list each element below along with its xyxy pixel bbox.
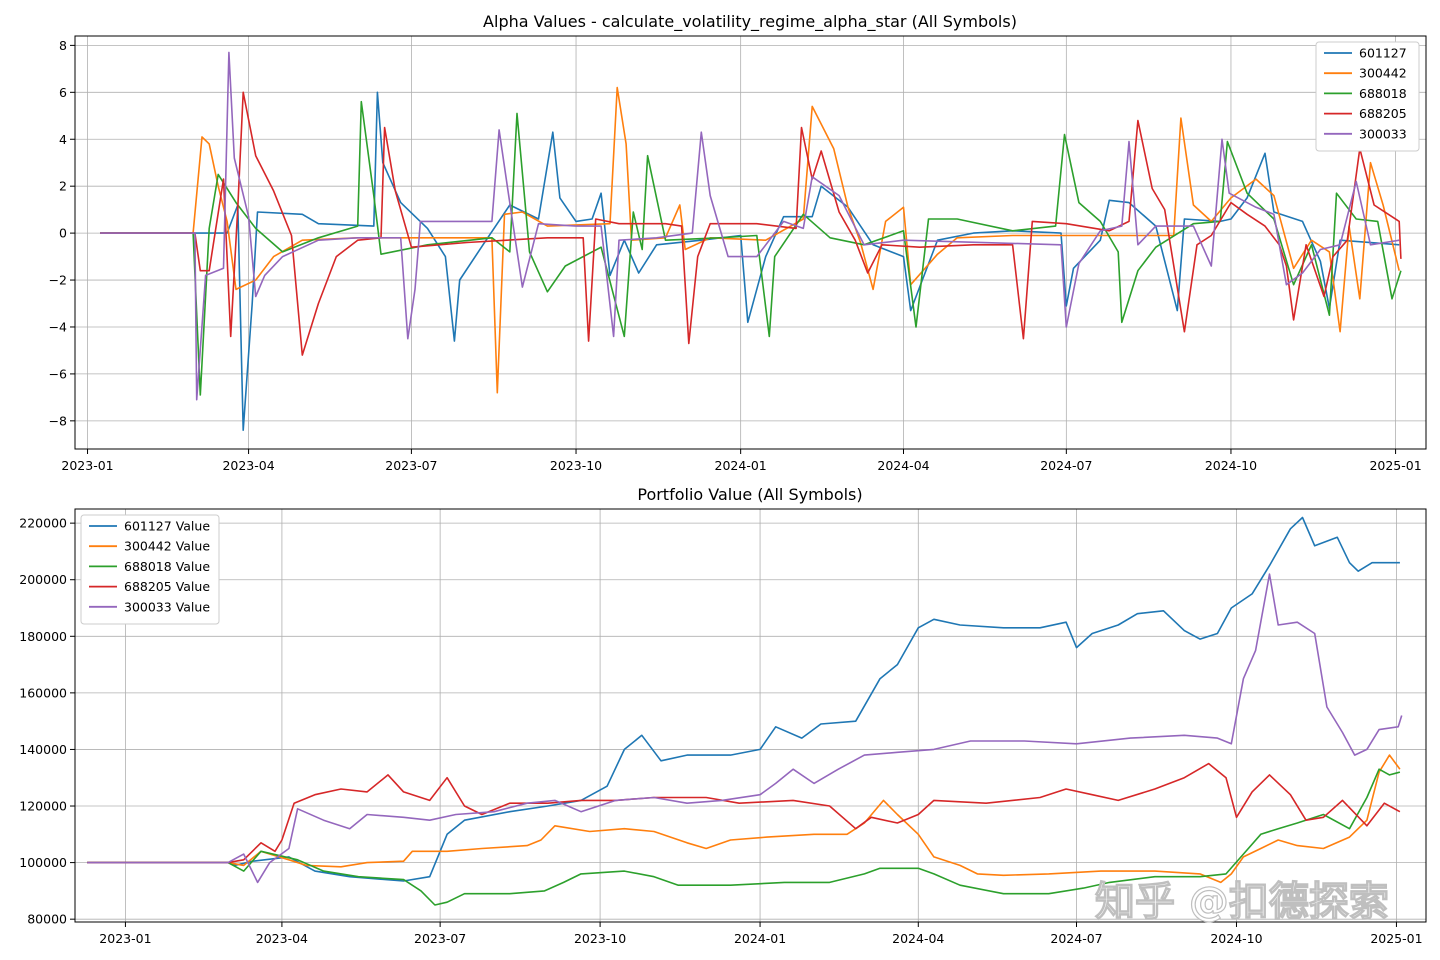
series-line-601127 [87,516,1400,882]
y-tick-label: 0 [59,226,67,241]
portfolio-value-chart: Portfolio Value (All Symbols) 2023-01 202… [19,485,1427,946]
legend-frame [80,514,220,625]
x-tick-label: 2023-10 [550,458,602,473]
alpha-chart-title: Alpha Values - calculate_volatility_regi… [483,12,1017,32]
series-line-300442 [87,754,1401,884]
x-tick-label: 2024-07 [1050,931,1102,946]
series-line-300033 [100,51,1400,401]
y-tick-label: 180000 [19,629,67,644]
y-tick-label: 160000 [19,685,67,700]
legend-label: 688205 [1359,106,1407,121]
x-tick-label: 2023-07 [385,458,437,473]
legend-label: 601127 Value [124,519,210,534]
legend-label: 688018 [1359,86,1407,101]
x-tick-label: 2025-01 [1370,931,1422,946]
y-tick-label: 120000 [19,799,67,814]
x-tick-label: 2023-04 [222,458,274,473]
y-tick-label: 140000 [19,742,67,757]
series-line-688018 [87,768,1401,906]
y-tick-label: −6 [49,366,67,381]
plot-frame [74,35,1427,450]
alpha-values-chart: Alpha Values - calculate_volatility_regi… [49,12,1427,473]
series-line-300442 [100,86,1400,394]
series-line-688205 [87,762,1401,864]
legend-label: 300442 [1359,66,1407,81]
x-tick-label: 2023-07 [414,931,466,946]
y-tick-label: −8 [49,413,67,428]
legend-label: 688205 Value [124,579,210,594]
x-tick-label: 2024-04 [892,931,944,946]
portfolio-chart-title: Portfolio Value (All Symbols) [637,485,862,504]
legend-label: 300442 Value [124,539,210,554]
y-tick-label: 8 [59,38,67,53]
plot-frame [74,508,1427,923]
y-tick-label: 100000 [19,855,67,870]
x-tick-label: 2024-10 [1205,458,1257,473]
y-tick-label: −4 [49,319,67,334]
series-line-601127 [100,91,1400,432]
x-tick-label: 2024-04 [877,458,929,473]
x-tick-label: 2023-01 [61,458,113,473]
legend-frame [1315,41,1420,152]
x-tick-label: 2024-07 [1040,458,1092,473]
legend-label: 300033 Value [124,599,210,614]
legend: 601127 Value 300442 Value 688018 Value 6882… [80,514,220,625]
watermark-text: 知乎 @扣德探索 [1095,879,1389,925]
legend-label: 300033 [1359,126,1407,141]
legend-label: 688018 Value [124,559,210,574]
y-tick-label: 6 [59,85,67,100]
x-tick-label: 2023-10 [574,931,626,946]
series-line-688205 [100,91,1402,356]
x-tick-label: 2024-10 [1210,931,1262,946]
legend: 601127 300442 688018 688205 300033 [1315,41,1420,152]
y-tick-label: 200000 [19,572,67,587]
x-tick-label: 2023-04 [256,931,308,946]
y-tick-label: 80000 [27,912,67,927]
x-tick-label: 2025-01 [1369,458,1421,473]
y-tick-label: 4 [59,132,67,147]
legend-label: 601127 [1359,46,1407,61]
y-tick-label: −2 [49,273,67,288]
series-line-300033 [87,573,1403,884]
y-tick-label: 2 [59,179,67,194]
x-tick-label: 2024-01 [715,458,767,473]
x-tick-label: 2024-01 [734,931,786,946]
y-tick-label: 220000 [19,516,67,531]
series-line-688018 [100,100,1402,396]
x-tick-label: 2023-01 [99,931,151,946]
